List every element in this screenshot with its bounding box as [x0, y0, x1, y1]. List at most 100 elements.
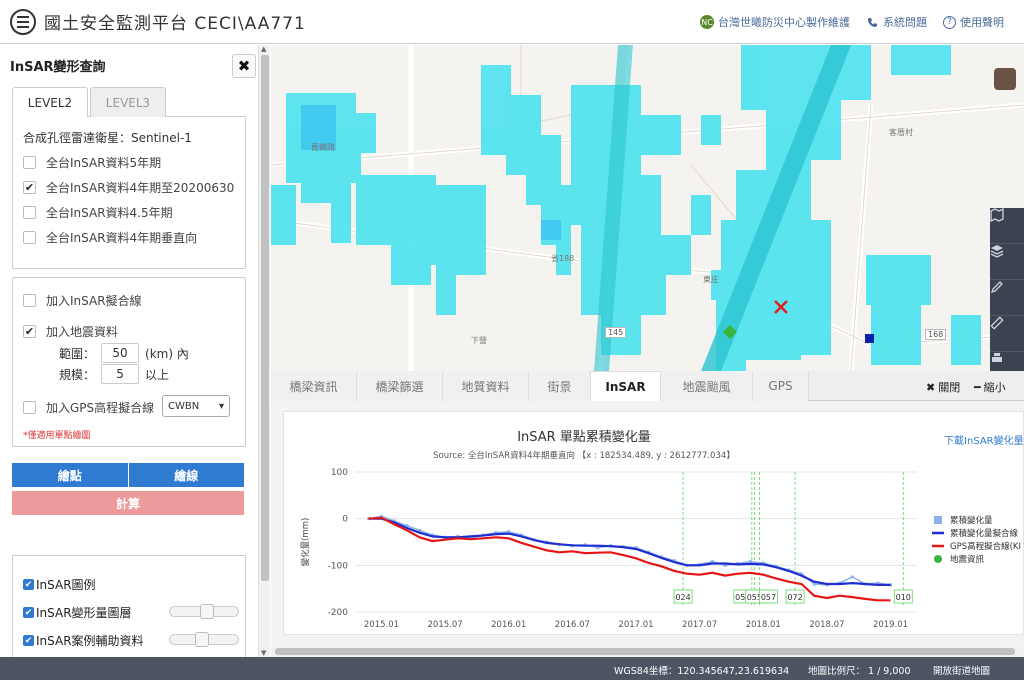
earthquake-event-box	[759, 589, 778, 604]
tab-bridge-info[interactable]: 橋梁資訊	[271, 371, 357, 401]
range-unit: (km) 內	[145, 346, 189, 361]
tab-geology[interactable]: 地質資料	[443, 371, 529, 401]
dataset-option[interactable]: 全台InSAR資料4.5年期	[23, 204, 173, 221]
calculate-button[interactable]: 計算	[12, 491, 244, 515]
road-number: 168	[925, 329, 947, 340]
series-point	[507, 530, 511, 534]
series-point	[405, 524, 409, 528]
y-tick-label: -100	[328, 561, 349, 571]
series-point	[889, 583, 893, 587]
map-view[interactable]: 舊鐵路 客厝村 東庄 省188 下營 145 168	[271, 45, 1024, 371]
tab-level2[interactable]: LEVEL2	[12, 87, 88, 118]
panel-close-button[interactable]: ✖	[232, 54, 256, 78]
plot-point-button[interactable]: 繪點	[12, 463, 129, 487]
checkbox[interactable]: ✔	[23, 607, 34, 618]
x-tick-label: 2017.07	[682, 620, 717, 630]
earthquake-event-label: 051	[735, 593, 750, 602]
scroll-up-icon[interactable]: ▲	[261, 45, 267, 53]
series-point	[723, 563, 727, 567]
checkbox[interactable]	[23, 294, 36, 307]
layer-deformation-toggle[interactable]: ✔ InSAR變形量圖層	[23, 604, 132, 621]
print-icon[interactable]	[990, 352, 1024, 371]
shrink-label: 縮小	[983, 381, 1006, 394]
opacity-slider[interactable]	[169, 604, 239, 619]
gps-option[interactable]: 加入GPS高程擬合線	[23, 399, 154, 416]
dataset-option[interactable]: ✔ 全台InSAR資料4年期至20200630	[23, 179, 234, 196]
series-point	[596, 546, 600, 550]
checkbox[interactable]: ✔	[23, 579, 34, 590]
series-point	[850, 575, 854, 579]
tab-gps[interactable]: GPS	[753, 371, 809, 401]
layer-label: InSAR變形量圖層	[36, 606, 132, 620]
tab-bridge-filter[interactable]: 橋梁篩選	[357, 371, 443, 401]
shrink-panel-button[interactable]: ━ 縮小	[974, 379, 1006, 395]
coordinate-readout: WGS84坐標：120.345647,23.619634	[614, 666, 790, 677]
issues-link[interactable]: 系統問題	[866, 14, 927, 30]
layer-legend-toggle[interactable]: ✔ InSAR圖例	[23, 576, 96, 593]
scrollbar-thumb[interactable]	[261, 55, 269, 581]
range-label: 範圍：	[59, 346, 96, 361]
menu-icon[interactable]	[10, 8, 36, 35]
map-place-label: 東庄	[703, 275, 719, 284]
slider-knob[interactable]	[195, 632, 209, 647]
y-tick-label: -200	[328, 608, 349, 618]
checkbox[interactable]	[23, 231, 36, 244]
series-line	[368, 516, 891, 602]
x-tick-label: 2015.01	[364, 620, 399, 630]
dataset-label: 全台InSAR資料5年期	[46, 156, 162, 170]
tab-street-view[interactable]: 街景	[529, 371, 591, 401]
maintainer-link[interactable]: NC 台灣世曦防災中心製作維護	[700, 14, 850, 30]
checkbox[interactable]	[23, 156, 36, 169]
panel-title: InSAR變形查詢	[10, 60, 106, 75]
ruler-icon[interactable]	[990, 316, 1024, 352]
x-tick-label: 2017.01	[618, 620, 653, 630]
basemap-name: 開放街道地圖	[933, 666, 991, 677]
series-point	[876, 581, 880, 585]
panel-scrollbar[interactable]: ▲ ▼	[258, 45, 270, 657]
dataset-option[interactable]: 全台InSAR資料4年期垂直向	[23, 229, 197, 246]
legend-label: 累積變化量	[950, 515, 993, 526]
checkbox[interactable]: ✔	[23, 325, 36, 338]
tab-quake-typhoon[interactable]: 地震颱風	[661, 371, 753, 401]
checkbox[interactable]	[23, 206, 36, 219]
magnitude-input[interactable]: 5	[101, 364, 140, 384]
map-place-label: 下營	[471, 336, 487, 345]
layers-icon[interactable]	[990, 244, 1024, 280]
tab-insar[interactable]: InSAR	[591, 371, 661, 402]
map-place-label: 客厝村	[889, 128, 913, 137]
status-bar: WGS84坐標：120.345647,23.619634 地圖比例尺： 1 / …	[0, 657, 1024, 680]
fit-line-option[interactable]: 加入InSAR擬合線	[23, 292, 142, 309]
opacity-slider[interactable]	[169, 632, 239, 647]
scroll-down-icon[interactable]: ▼	[261, 649, 267, 657]
checkbox[interactable]	[23, 401, 36, 414]
scrollbar-thumb[interactable]	[275, 648, 1015, 655]
tab-level3[interactable]: LEVEL3	[90, 87, 166, 117]
map-icon[interactable]	[990, 208, 1024, 244]
chart-svg: 100 0 -100 -200 變化量(mm) 2015.01 2015.07 2016.01…	[300, 468, 1021, 630]
single-point-note: *僅適用單點繪圖	[23, 431, 91, 441]
series-point	[634, 546, 638, 550]
range-input[interactable]: 50	[101, 343, 140, 363]
close-panel-button[interactable]: ✖ 關閉	[926, 379, 960, 395]
pen-icon[interactable]	[990, 280, 1024, 316]
layer-case-toggle[interactable]: ✔ InSAR案例輔助資料	[23, 632, 144, 649]
chevron-down-icon: ▾	[218, 400, 224, 412]
slider-knob[interactable]	[200, 604, 214, 619]
dataset-box: 合成孔徑雷達衛星：Sentinel-1 全台InSAR資料5年期 ✔ 全台InS…	[12, 117, 246, 269]
dataset-label: 全台InSAR資料4年期至20200630	[46, 181, 235, 195]
series-point	[710, 560, 714, 564]
checkbox[interactable]: ✔	[23, 635, 34, 646]
download-link[interactable]: 下載InSAR變化量	[944, 436, 1024, 447]
dataset-option[interactable]: 全台InSAR資料5年期	[23, 154, 161, 171]
disclaimer-label: 使用聲明	[960, 16, 1004, 29]
range-row: 範圍： 50 (km) 內	[59, 343, 189, 363]
basemap-switch-button[interactable]	[994, 68, 1016, 90]
chart-area: InSAR 單點累積變化量 Source: 全台InSAR資料4年期垂直向 【x…	[271, 401, 1024, 657]
legend-label: 累積變化量擬合線	[950, 528, 1019, 539]
quake-option[interactable]: ✔ 加入地震資料	[23, 323, 118, 340]
plot-line-button[interactable]: 繪線	[128, 463, 244, 487]
gps-station-select[interactable]: CWBN ▾	[162, 395, 230, 417]
disclaimer-link[interactable]: ? 使用聲明	[943, 14, 1004, 30]
horizontal-scrollbar[interactable]	[271, 646, 1024, 657]
checkbox[interactable]: ✔	[23, 181, 36, 194]
